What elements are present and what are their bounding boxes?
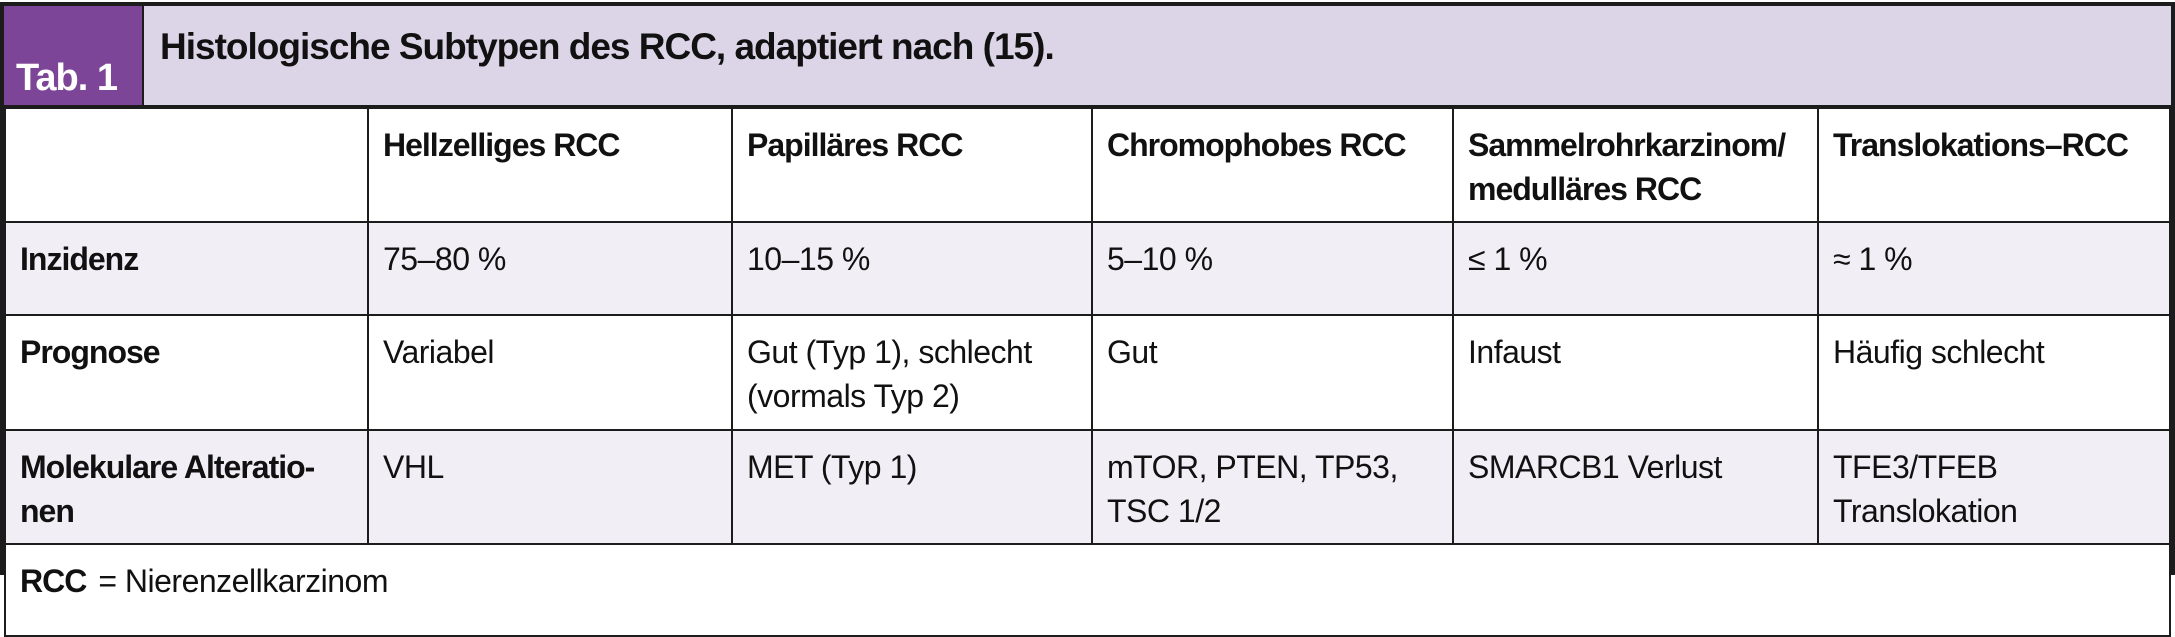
row-label-inzidenz: Inzidenz [4,221,369,317]
cell-inzidenz-chromophobes: 5–10 % [1091,221,1454,317]
cell-prognose-chromophobes: Gut [1091,314,1454,431]
table-number-label: Tab. 1 [16,57,118,99]
column-header-row: Hellzelliges RCC Papilläres RCC Chromoph… [4,106,2171,224]
footnote-definition: = Nierenzellkarzinom [98,562,388,599]
column-header-chromophobes-rcc: Chromophobes RCC [1091,106,1454,224]
cell-prognose-papillaeres: Gut (Typ 1), schlecht (vormals Typ 2) [731,314,1093,431]
cell-inzidenz-sammelrohr: ≤ 1 % [1452,221,1819,317]
cell-prognose-hellzelliges: Variabel [367,314,733,431]
footnote: RCC = Nierenzellkarzinom [4,542,2171,637]
cell-inzidenz-hellzelliges: 75–80 % [367,221,733,317]
cell-molekulare-papillaeres: MET (Typ 1) [731,428,1093,545]
table-row-prognose: Prognose Variabel Gut (Typ 1), schlecht … [4,314,2171,431]
cell-molekulare-sammelrohr: SMARCB1 Verlust [1452,428,1819,545]
subtypes-data-table: Hellzelliges RCC Papilläres RCC Chromoph… [4,106,2171,637]
cell-inzidenz-translokations: ≈ 1 % [1817,221,2171,317]
cell-inzidenz-papillaeres: 10–15 % [731,221,1093,317]
row-label-prognose: Prognose [4,314,369,431]
column-header-papillaeres-rcc: Papilläres RCC [731,106,1093,224]
column-header-hellzelliges-rcc: Hellzelliges RCC [367,106,733,224]
cell-prognose-translokations: Häufig schlecht [1817,314,2171,431]
row-label-molekulare-alterationen: Molekulare Alteratio- nen [4,428,369,545]
footnote-row: RCC = Nierenzellkarzinom [4,542,2171,637]
column-header-translokations-rcc: Translokations–RCC [1817,106,2171,224]
cell-molekulare-hellzelliges: VHL [367,428,733,545]
table-number-badge: Tab. 1 [4,6,144,105]
table-row-molekulare-alterationen: Molekulare Alteratio- nen VHL MET (Typ 1… [4,428,2171,545]
cell-molekulare-translokations: TFE3/TFEB Translokation [1817,428,2171,545]
column-header-sammelrohrkarzinom: Sammelrohrkarzinom/ medulläres RCC [1452,106,1819,224]
table-banner: Tab. 1 Histologische Subtypen des RCC, a… [4,6,2171,107]
column-header-empty [4,106,369,224]
cell-molekulare-chromophobes: mTOR, PTEN, TP53, TSC 1/2 [1091,428,1454,545]
table-row-inzidenz: Inzidenz 75–80 % 10–15 % 5–10 % ≤ 1 % ≈ … [4,221,2171,317]
footnote-abbreviation: RCC [20,562,87,599]
table-title: Histologische Subtypen des RCC, adaptier… [144,6,2171,105]
cell-prognose-sammelrohr: Infaust [1452,314,1819,431]
